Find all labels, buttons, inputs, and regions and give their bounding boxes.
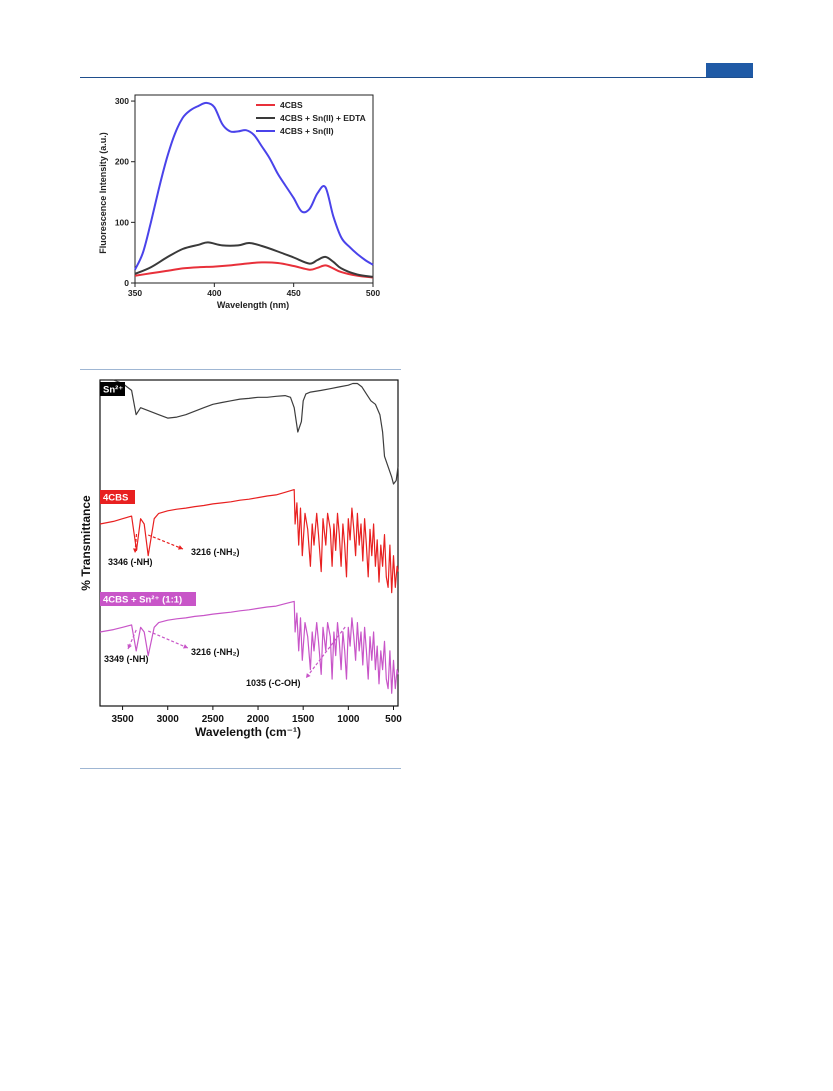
x-axis-label: Wavelength (nm)	[217, 300, 289, 310]
legend-label: 4CBS + Sn(II)	[280, 126, 334, 136]
section-divider	[80, 369, 401, 370]
y-axis-label: Fluorescence Intensity (a.u.)	[98, 132, 108, 254]
y-tick-label: 100	[115, 217, 129, 227]
header-rule	[80, 77, 753, 78]
series-tag-label: 4CBS	[103, 493, 128, 504]
annotation-label: 1035 (-C-OH)	[246, 678, 301, 688]
y-tick-label: 0	[124, 278, 129, 288]
series-tag	[100, 490, 135, 504]
x-tick-label: 1500	[292, 714, 315, 725]
y-tick-label: 300	[115, 96, 129, 106]
series-tag	[100, 592, 196, 606]
y-tick-label: 200	[115, 157, 129, 167]
annotation-label: 3216 (-NH₂)	[191, 547, 240, 557]
x-tick-label: 3500	[111, 714, 134, 725]
x-tick-label: 1000	[337, 714, 360, 725]
series-tag-label: Sn²⁺	[103, 385, 123, 396]
series-line	[99, 489, 399, 594]
y-axis-label: % Transmittance	[79, 495, 93, 591]
annotation-arrowhead	[306, 673, 311, 678]
series-line	[134, 241, 374, 278]
x-tick-label: 3000	[157, 714, 180, 725]
annotation-label: 3216 (-NH₂)	[191, 647, 240, 657]
series-line	[99, 600, 399, 694]
x-tick-label: 500	[385, 714, 402, 725]
series-tag-label: 4CBS + Sn²⁺ (1:1)	[103, 595, 182, 606]
x-tick-label: 400	[207, 288, 221, 298]
annotation-arrowhead	[127, 644, 132, 649]
x-axis-label: Wavelength (cm⁻¹)	[195, 725, 301, 739]
header-block	[706, 63, 753, 77]
legend: 4CBS 4CBS + Sn(II) + EDTA 4CBS + Sn(II)	[256, 100, 366, 136]
section-divider	[80, 768, 401, 769]
x-tick-label: 2000	[247, 714, 270, 725]
x-tick-label: 2500	[202, 714, 225, 725]
annotation-arrow	[305, 626, 346, 679]
annotation-arrowhead	[133, 548, 138, 553]
annotation-arrow	[147, 630, 189, 649]
annotation-arrowhead	[178, 545, 183, 550]
ftir-chart: Sn²⁺ 4CBS 4CBS + Sn²⁺ (1:1) 3346 (-NH) 3216 …	[79, 379, 402, 739]
annotation-label: 3346 (-NH)	[108, 557, 153, 567]
x-tick-label: 450	[287, 288, 301, 298]
series-line	[134, 101, 374, 271]
x-tick-label: 350	[128, 288, 142, 298]
fluorescence-chart: 350 400 450 500 0 100 200 300 Wavelength (nm) F…	[98, 94, 380, 310]
annotation-arrowhead	[183, 644, 188, 649]
series-tag	[100, 382, 125, 396]
legend-label: 4CBS	[280, 100, 303, 110]
annotation-arrow	[147, 534, 184, 550]
series-line	[104, 379, 399, 485]
plot-frame	[134, 94, 374, 284]
legend-label: 4CBS + Sn(II) + EDTA	[280, 113, 366, 123]
annotation-label: 3349 (-NH)	[104, 654, 149, 664]
series-line	[134, 261, 374, 279]
plot-frame	[99, 379, 399, 707]
x-tick-label: 500	[366, 288, 380, 298]
